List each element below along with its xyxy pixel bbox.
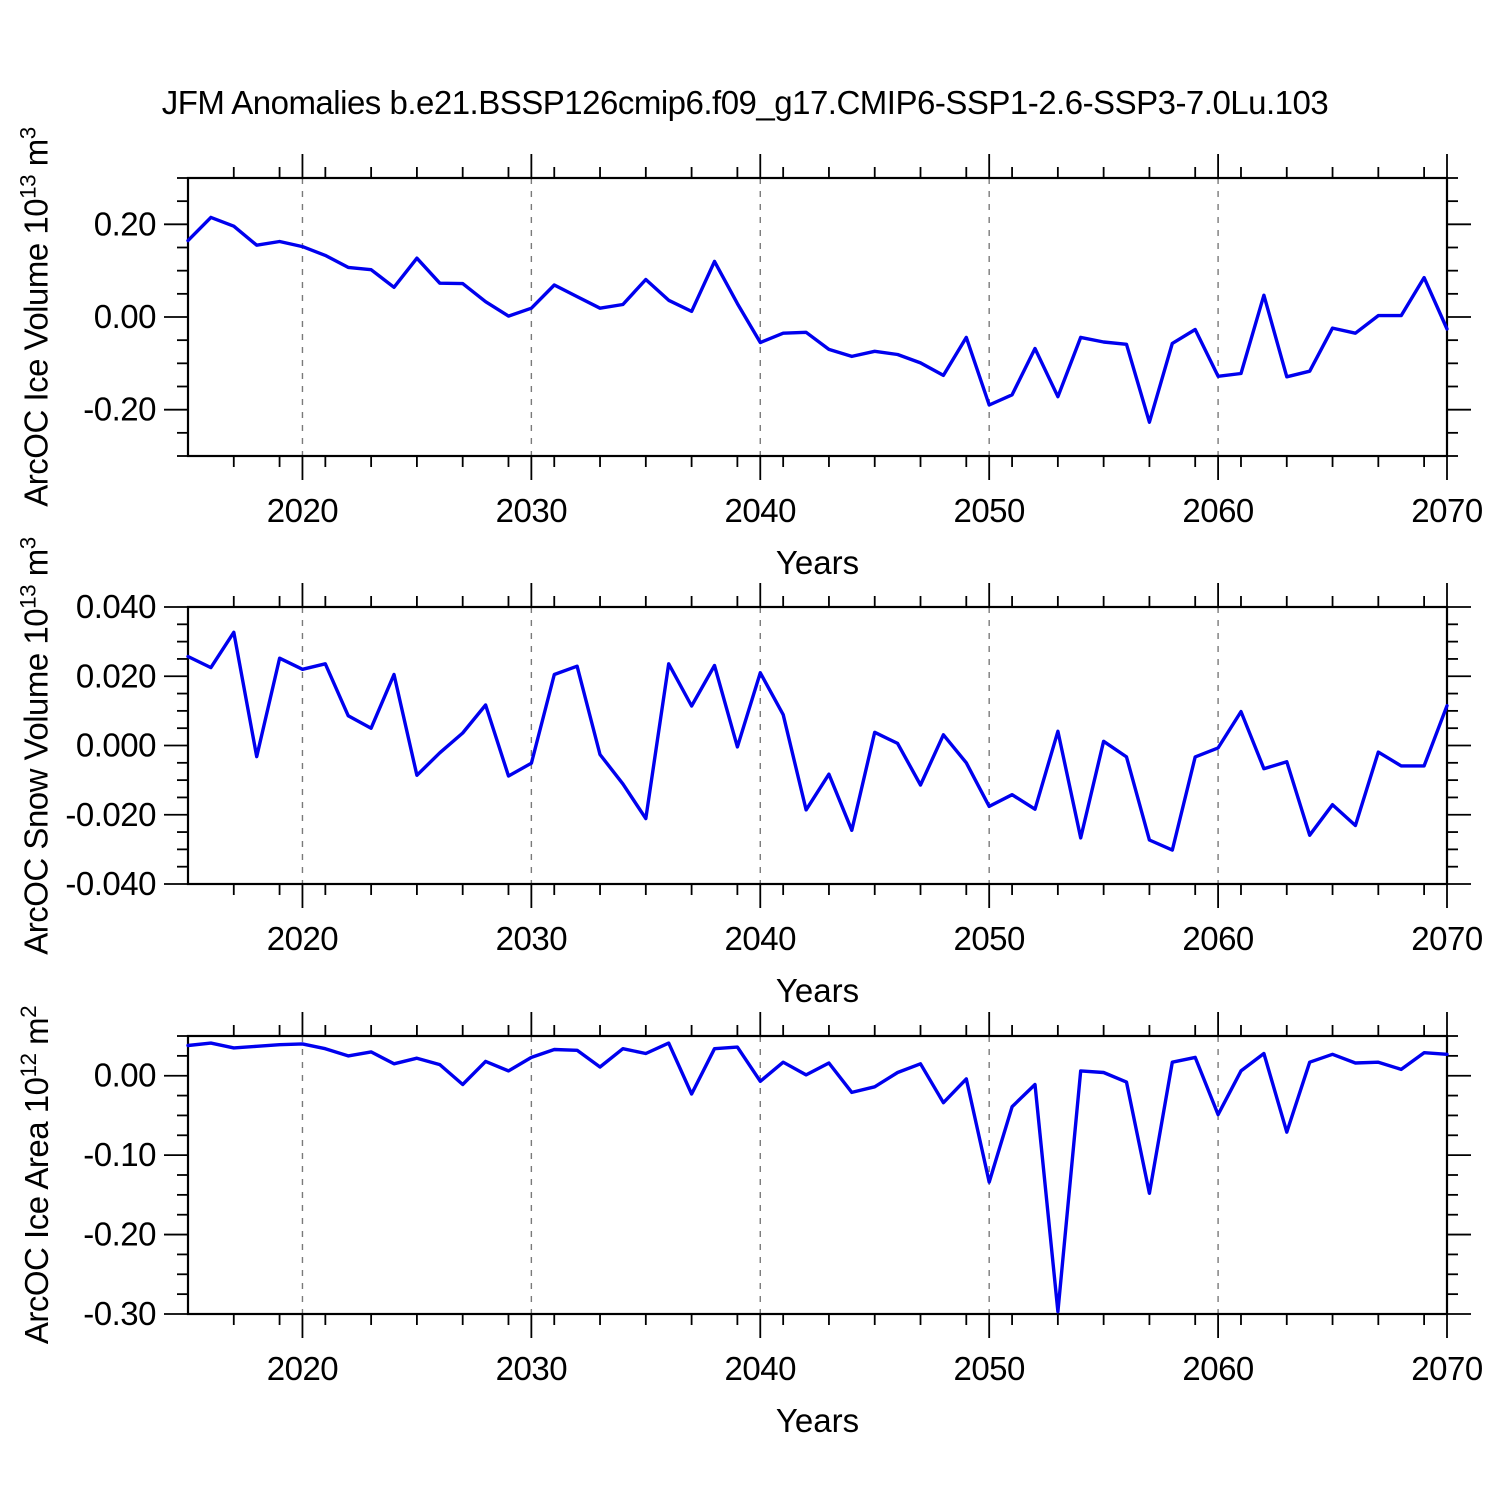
y-tick-label: 0.00 <box>94 1057 156 1094</box>
y-axis-title-snow-volume: ArcOC Snow Volume 1013 m3 <box>16 536 55 955</box>
y-axis-title-ice-area: ArcOC Ice Area 1012 m2 <box>16 1005 55 1345</box>
y-tick-label: 0.000 <box>76 727 156 764</box>
panel-ice-volume: 0.20 0.00 -0.20 2020 2030 2040 2050 2060 2070 Yea… <box>83 154 1483 581</box>
data-line-snow-volume <box>186 630 1449 852</box>
figure-title: JFM Anomalies b.e21.BSSP126cmip6.f09_g17… <box>161 84 1329 121</box>
x-tick-label: 2070 <box>1411 920 1483 957</box>
y-tick-label: -0.20 <box>83 1216 156 1253</box>
y-tick-label: -0.30 <box>83 1295 156 1332</box>
x-tick-label: 2050 <box>953 1350 1025 1387</box>
y-tick-label: 0.20 <box>94 205 156 242</box>
x-axis-title: Years <box>776 1402 859 1439</box>
x-tick-label: 2040 <box>725 1350 797 1387</box>
x-axis-title: Years <box>776 972 859 1009</box>
panel-ice-area: 0.00 -0.10 -0.20 -0.30 2020 2030 2040 2050 2060 2… <box>83 1012 1483 1439</box>
y-tick-label: -0.20 <box>83 391 156 428</box>
plot-frame <box>186 605 1449 886</box>
x-tick-label: 2070 <box>1411 1350 1483 1387</box>
y-tick-label: -0.020 <box>65 796 156 833</box>
x-tick-label: 2030 <box>496 1350 568 1387</box>
y-tick-label: -0.040 <box>65 865 156 902</box>
panel-snow-volume: 0.040 0.020 0.000 -0.020 -0.040 2020 2030 2040 2… <box>65 583 1483 1009</box>
x-tick-label: 2040 <box>725 920 797 957</box>
y-axis-title-ice-volume: ArcOC Ice Volume 1013 m3 <box>16 127 55 507</box>
plot-frame <box>186 176 1449 458</box>
y-tick-label: -0.10 <box>83 1136 156 1173</box>
y-tick-label: 0.020 <box>76 657 156 694</box>
x-tick-label: 2060 <box>1182 920 1254 957</box>
plot-frame <box>186 1034 1449 1316</box>
x-tick-label: 2050 <box>953 920 1025 957</box>
data-line-ice-volume <box>186 215 1449 424</box>
x-tick-label: 2060 <box>1182 492 1254 529</box>
x-tick-label: 2020 <box>267 492 339 529</box>
x-axis-title: Years <box>776 544 859 581</box>
data-line-ice-area <box>186 1041 1449 1314</box>
x-tick-label: 2060 <box>1182 1350 1254 1387</box>
x-tick-label: 2030 <box>496 492 568 529</box>
x-tick-label: 2030 <box>496 920 568 957</box>
y-tick-label: 0.00 <box>94 298 156 335</box>
x-tick-label: 2070 <box>1411 492 1483 529</box>
y-tick-label: 0.040 <box>76 588 156 625</box>
x-tick-label: 2020 <box>267 920 339 957</box>
x-tick-label: 2020 <box>267 1350 339 1387</box>
x-tick-label: 2050 <box>953 492 1025 529</box>
x-tick-label: 2040 <box>725 492 797 529</box>
